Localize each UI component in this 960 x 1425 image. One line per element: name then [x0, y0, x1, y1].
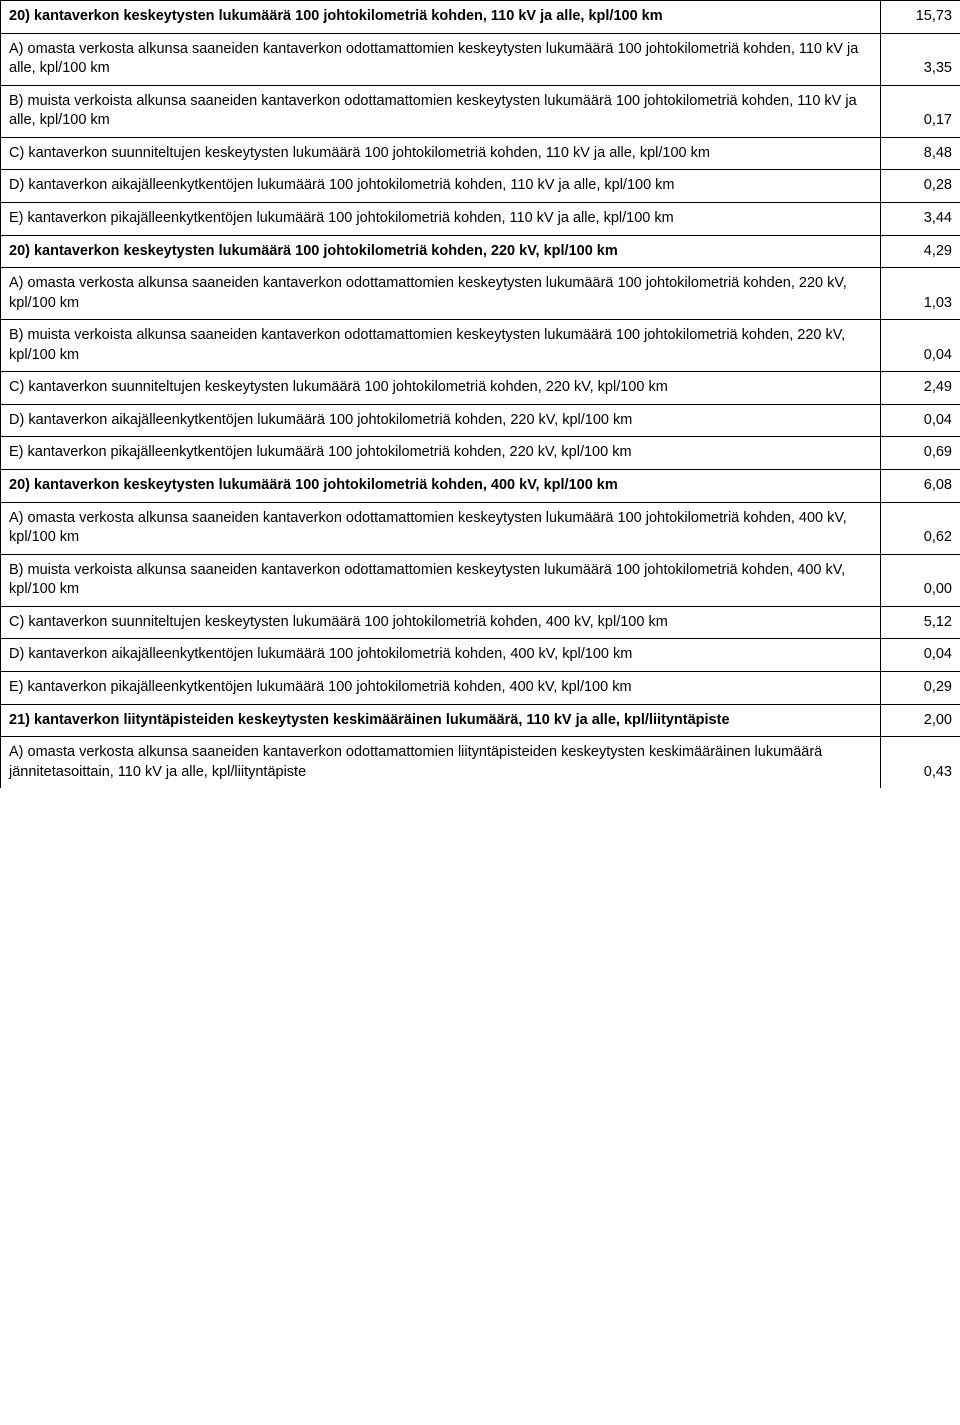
- table-row: D) kantaverkon aikajälleenkytkentöjen lu…: [1, 639, 960, 672]
- row-label: C) kantaverkon suunniteltujen keskeytyst…: [1, 372, 881, 405]
- row-label: 20) kantaverkon keskeytysten lukumäärä 1…: [1, 470, 881, 503]
- row-value: 2,49: [881, 372, 960, 405]
- row-label: B) muista verkoista alkunsa saaneiden ka…: [1, 85, 881, 137]
- row-label: 21) kantaverkon liityntäpisteiden keskey…: [1, 704, 881, 737]
- row-value: 3,44: [881, 202, 960, 235]
- table-row: 21) kantaverkon liityntäpisteiden keskey…: [1, 704, 960, 737]
- row-label: E) kantaverkon pikajälleenkytkentöjen lu…: [1, 671, 881, 704]
- row-value: 0,00: [881, 554, 960, 606]
- row-label: D) kantaverkon aikajälleenkytkentöjen lu…: [1, 404, 881, 437]
- table-row: E) kantaverkon pikajälleenkytkentöjen lu…: [1, 437, 960, 470]
- table-row: B) muista verkoista alkunsa saaneiden ka…: [1, 85, 960, 137]
- row-label: B) muista verkoista alkunsa saaneiden ka…: [1, 320, 881, 372]
- row-label: E) kantaverkon pikajälleenkytkentöjen lu…: [1, 202, 881, 235]
- row-label: C) kantaverkon suunniteltujen keskeytyst…: [1, 606, 881, 639]
- row-value: 0,62: [881, 502, 960, 554]
- row-value: 0,43: [881, 737, 960, 789]
- row-label: E) kantaverkon pikajälleenkytkentöjen lu…: [1, 437, 881, 470]
- row-label: C) kantaverkon suunniteltujen keskeytyst…: [1, 137, 881, 170]
- table-row: 20) kantaverkon keskeytysten lukumäärä 1…: [1, 1, 960, 34]
- row-value: 0,04: [881, 404, 960, 437]
- table-body: 20) kantaverkon keskeytysten lukumäärä 1…: [1, 1, 960, 789]
- row-label: A) omasta verkosta alkunsa saaneiden kan…: [1, 737, 881, 789]
- row-value: 0,28: [881, 170, 960, 203]
- row-value: 1,03: [881, 268, 960, 320]
- table-row: B) muista verkoista alkunsa saaneiden ka…: [1, 554, 960, 606]
- row-value: 0,04: [881, 639, 960, 672]
- row-value: 15,73: [881, 1, 960, 34]
- row-value: 4,29: [881, 235, 960, 268]
- row-label: B) muista verkoista alkunsa saaneiden ka…: [1, 554, 881, 606]
- table-row: 20) kantaverkon keskeytysten lukumäärä 1…: [1, 470, 960, 503]
- table-row: C) kantaverkon suunniteltujen keskeytyst…: [1, 372, 960, 405]
- table-row: A) omasta verkosta alkunsa saaneiden kan…: [1, 737, 960, 789]
- row-value: 0,17: [881, 85, 960, 137]
- table-row: C) kantaverkon suunniteltujen keskeytyst…: [1, 137, 960, 170]
- row-value: 8,48: [881, 137, 960, 170]
- table-row: C) kantaverkon suunniteltujen keskeytyst…: [1, 606, 960, 639]
- row-label: D) kantaverkon aikajälleenkytkentöjen lu…: [1, 170, 881, 203]
- row-value: 0,69: [881, 437, 960, 470]
- table-row: E) kantaverkon pikajälleenkytkentöjen lu…: [1, 202, 960, 235]
- table-row: 20) kantaverkon keskeytysten lukumäärä 1…: [1, 235, 960, 268]
- table-row: A) omasta verkosta alkunsa saaneiden kan…: [1, 268, 960, 320]
- row-label: A) omasta verkosta alkunsa saaneiden kan…: [1, 268, 881, 320]
- data-table: 20) kantaverkon keskeytysten lukumäärä 1…: [0, 0, 960, 788]
- row-value: 5,12: [881, 606, 960, 639]
- row-value: 6,08: [881, 470, 960, 503]
- table-row: A) omasta verkosta alkunsa saaneiden kan…: [1, 502, 960, 554]
- row-label: A) omasta verkosta alkunsa saaneiden kan…: [1, 33, 881, 85]
- table-row: D) kantaverkon aikajälleenkytkentöjen lu…: [1, 404, 960, 437]
- row-value: 0,29: [881, 671, 960, 704]
- table-row: E) kantaverkon pikajälleenkytkentöjen lu…: [1, 671, 960, 704]
- row-label: 20) kantaverkon keskeytysten lukumäärä 1…: [1, 1, 881, 34]
- table-row: A) omasta verkosta alkunsa saaneiden kan…: [1, 33, 960, 85]
- table-row: B) muista verkoista alkunsa saaneiden ka…: [1, 320, 960, 372]
- row-value: 2,00: [881, 704, 960, 737]
- table-row: D) kantaverkon aikajälleenkytkentöjen lu…: [1, 170, 960, 203]
- row-label: D) kantaverkon aikajälleenkytkentöjen lu…: [1, 639, 881, 672]
- row-label: 20) kantaverkon keskeytysten lukumäärä 1…: [1, 235, 881, 268]
- row-value: 3,35: [881, 33, 960, 85]
- row-label: A) omasta verkosta alkunsa saaneiden kan…: [1, 502, 881, 554]
- row-value: 0,04: [881, 320, 960, 372]
